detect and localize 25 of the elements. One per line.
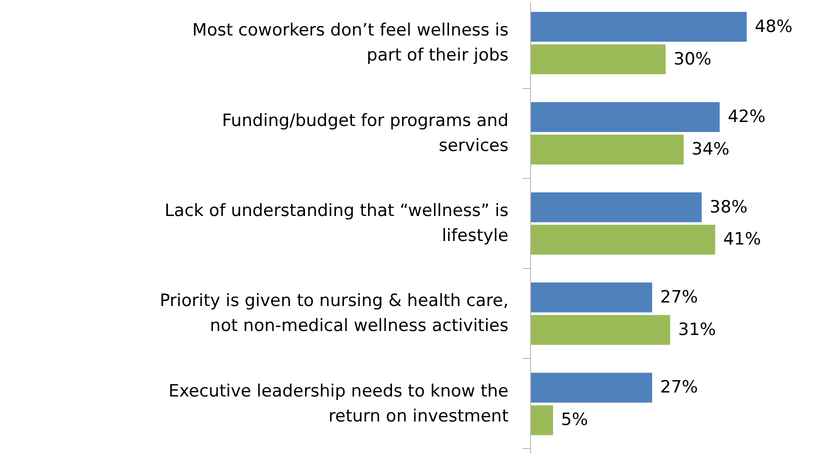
y-tick-label: Priority is given to nursing & health care, not non-medical wellness activities — [160, 291, 509, 336]
bar — [530, 224, 716, 255]
data-label: 34% — [692, 140, 730, 160]
bar — [530, 282, 652, 312]
bar — [530, 405, 554, 436]
bar — [530, 134, 684, 164]
bar — [530, 372, 652, 403]
y-tick-label: Funding/budget for programs and services — [222, 110, 509, 156]
data-label: 27% — [660, 287, 698, 308]
data-label: 41% — [723, 230, 761, 250]
bar — [530, 314, 670, 345]
y-tick-label: Most coworkers don’t feel wellness is part of their jobs — [192, 20, 509, 66]
bar — [530, 192, 702, 222]
data-label: 38% — [710, 197, 748, 218]
y-tick-label: Lack of understanding that “wellness” is lifestyle — [164, 200, 509, 246]
bar — [530, 44, 666, 74]
data-label: 5% — [561, 410, 588, 430]
bar — [530, 102, 720, 132]
y-tick-label: Executive leadership needs to know the return on investment — [168, 381, 509, 426]
data-label: 42% — [728, 107, 766, 128]
data-label: 27% — [660, 378, 698, 398]
data-label: 31% — [678, 320, 716, 340]
data-label: 48% — [754, 16, 793, 37]
data-label: 30% — [674, 49, 712, 70]
bar — [530, 12, 747, 42]
